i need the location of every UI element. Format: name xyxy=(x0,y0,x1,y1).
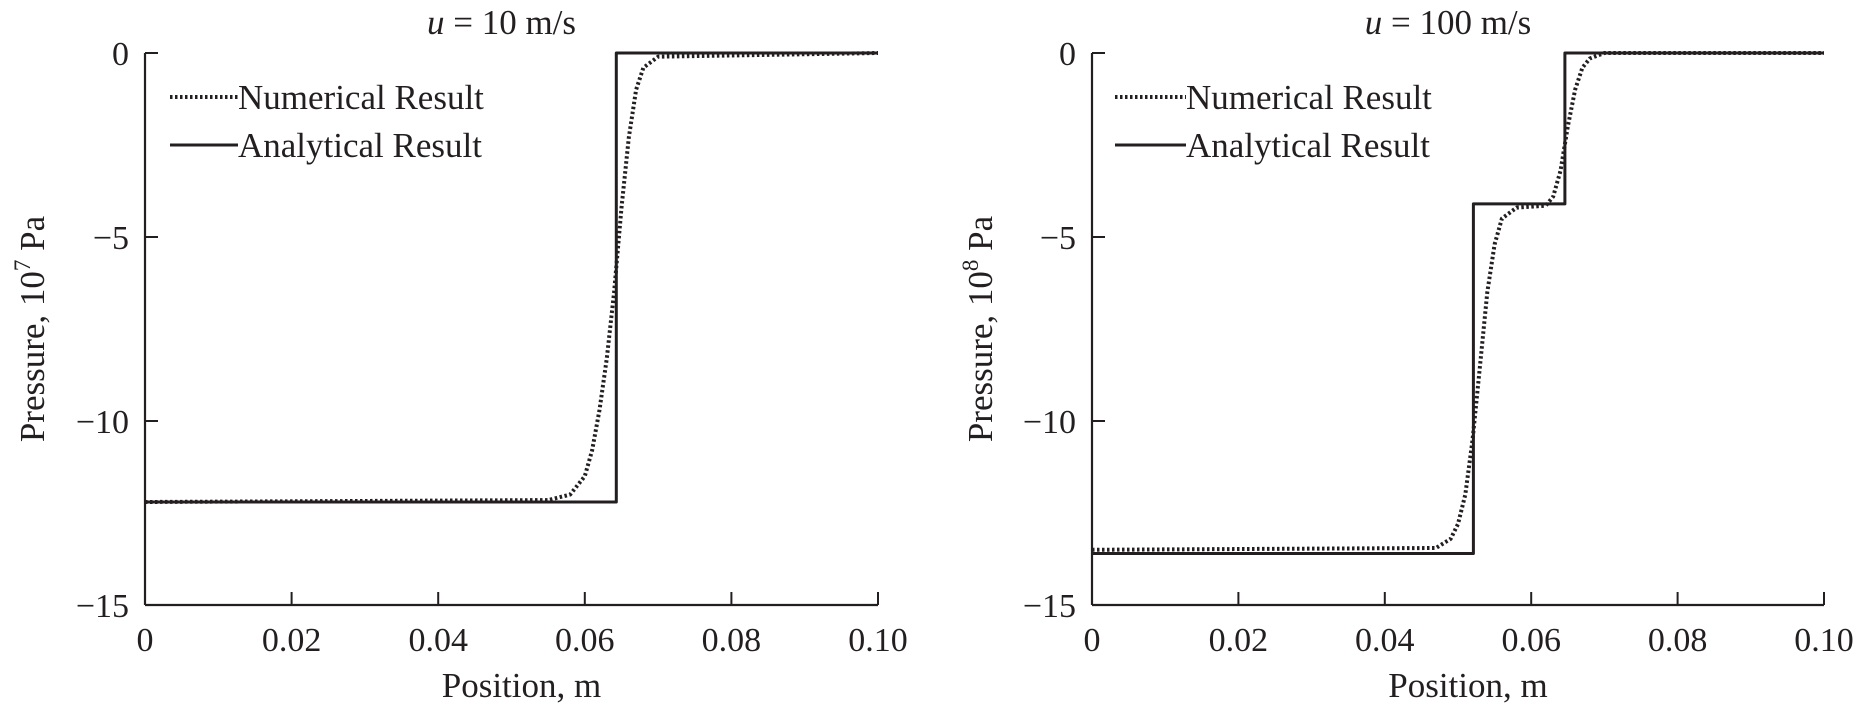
y-axis-label-main: Pressure, 10 xyxy=(961,271,1000,442)
x-tick-label: 0.06 xyxy=(1501,622,1561,659)
y-tick-label: −10 xyxy=(76,404,129,441)
x-tick-label: 0.10 xyxy=(1794,622,1854,659)
x-tick-label: 0.02 xyxy=(1209,622,1269,659)
y-axis-label-exponent: 7 xyxy=(10,260,35,272)
legend: Numerical Result Analytical Result xyxy=(170,78,484,165)
x-tick-label: 0.02 xyxy=(262,622,322,659)
y-axis-label: Pressure, 108 Pa xyxy=(958,215,1000,442)
y-tick-label: −15 xyxy=(1023,588,1076,625)
x-tick-label: 0.08 xyxy=(702,622,762,659)
legend-label: Analytical Result xyxy=(1186,126,1430,165)
y-tick-label: 0 xyxy=(112,36,129,73)
x-tick-label: 0.10 xyxy=(848,622,908,659)
x-tick-label: 0.04 xyxy=(1355,622,1415,659)
y-tick-label: 0 xyxy=(1059,36,1076,73)
legend-label: Numerical Result xyxy=(238,78,484,117)
y-tick-label: −10 xyxy=(1023,404,1076,441)
y-tick-label: −5 xyxy=(93,220,129,257)
x-tick-label: 0.06 xyxy=(555,622,615,659)
x-axis-label: Position, m xyxy=(1388,666,1547,705)
chart-panel-2: 0−5−10−150 0.02 0.04 0.06 0.08 0.10Position, … xyxy=(958,3,1854,705)
x-tick-label: 0 xyxy=(137,622,154,659)
y-axis-label-unit: Pa xyxy=(13,215,52,259)
series-line-numerical xyxy=(144,51,879,504)
x-tick-label: 0.08 xyxy=(1648,622,1708,659)
title-value: = 10 m/s xyxy=(444,3,576,42)
y-axis-label-main: Pressure, 10 xyxy=(13,271,52,442)
x-axis-label: Position, m xyxy=(442,666,601,705)
chart-title: u = 100 m/s xyxy=(1365,3,1532,42)
y-tick-label: −15 xyxy=(76,588,129,625)
y-axis-label: Pressure, 107 Pa xyxy=(10,215,52,442)
y-tick-label: −5 xyxy=(1040,220,1076,257)
y-axis-label-exponent: 8 xyxy=(958,260,983,272)
series-line-analytical xyxy=(145,51,878,504)
legend-label: Numerical Result xyxy=(1186,78,1432,117)
legend-label: Analytical Result xyxy=(238,126,482,165)
y-axis-label-unit: Pa xyxy=(961,215,1000,259)
chart-panel-1: 0−5−10−150 0.02 0.04 0.06 0.08 0.10Position, … xyxy=(10,3,908,705)
x-tick-label: 0.04 xyxy=(408,622,468,659)
legend: Numerical Result Analytical Result xyxy=(1115,78,1432,165)
x-tick-label: 0 xyxy=(1084,622,1101,659)
series-line-numerical xyxy=(1091,51,1824,552)
title-variable: u xyxy=(427,3,445,42)
title-variable: u xyxy=(1365,3,1383,42)
series-line-analytical xyxy=(1092,51,1824,555)
title-value: = 100 m/s xyxy=(1382,3,1531,42)
chart-title: u = 10 m/s xyxy=(427,3,576,42)
